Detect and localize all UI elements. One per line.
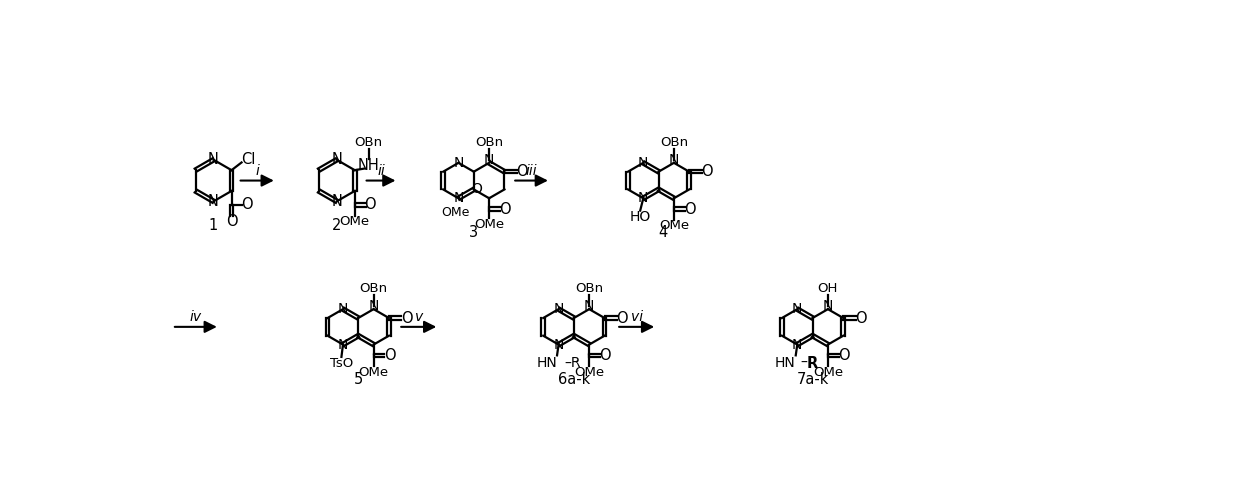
Text: O: O xyxy=(384,348,396,363)
Text: O: O xyxy=(516,164,528,179)
Text: O: O xyxy=(684,202,696,217)
Text: N: N xyxy=(208,152,219,167)
Text: 7a-k: 7a-k xyxy=(796,372,828,387)
Text: N: N xyxy=(337,337,348,352)
Text: OBn: OBn xyxy=(355,136,383,149)
Text: O: O xyxy=(701,164,713,179)
Text: N: N xyxy=(368,299,378,313)
Text: 4: 4 xyxy=(658,226,668,240)
Text: OH: OH xyxy=(817,282,838,295)
Text: OMe: OMe xyxy=(658,219,689,232)
Text: O: O xyxy=(838,348,849,363)
Text: N: N xyxy=(639,191,649,205)
Text: OBn: OBn xyxy=(475,136,503,149)
Text: TsO: TsO xyxy=(330,358,353,370)
Text: N: N xyxy=(822,299,833,313)
Text: 5: 5 xyxy=(353,372,363,387)
Text: OMe: OMe xyxy=(358,366,388,379)
Text: OMe: OMe xyxy=(813,366,843,379)
Text: N: N xyxy=(208,194,219,209)
Text: N: N xyxy=(484,153,495,167)
Text: HN: HN xyxy=(536,356,557,370)
Text: O: O xyxy=(401,311,413,326)
Text: HO: HO xyxy=(630,210,651,224)
Text: O: O xyxy=(471,183,482,196)
Text: 3: 3 xyxy=(469,226,479,240)
Text: N: N xyxy=(792,302,802,316)
Text: OBn: OBn xyxy=(575,282,604,295)
Text: O: O xyxy=(856,311,867,326)
Text: N: N xyxy=(639,156,649,170)
Text: O: O xyxy=(498,202,511,217)
Text: O: O xyxy=(365,197,376,212)
Text: Cl: Cl xyxy=(242,152,255,167)
Text: N: N xyxy=(454,191,464,205)
Text: OBn: OBn xyxy=(360,282,388,295)
Text: OMe: OMe xyxy=(340,215,370,228)
Text: N: N xyxy=(337,302,348,316)
Text: –R: –R xyxy=(564,356,582,370)
Text: iv: iv xyxy=(190,310,202,324)
Text: iii: iii xyxy=(526,163,537,177)
Text: N: N xyxy=(668,153,680,167)
Text: N: N xyxy=(454,156,464,170)
Text: NH: NH xyxy=(357,158,379,173)
Text: 2: 2 xyxy=(332,217,341,233)
Text: O: O xyxy=(241,197,253,212)
Text: N: N xyxy=(331,152,342,167)
Text: v: v xyxy=(414,310,423,324)
Text: OBn: OBn xyxy=(660,136,688,149)
Text: N: N xyxy=(584,299,594,313)
Text: 1: 1 xyxy=(208,217,218,233)
Text: O: O xyxy=(600,348,611,363)
Text: OMe: OMe xyxy=(474,218,505,231)
Text: vi: vi xyxy=(631,310,642,324)
Text: N: N xyxy=(553,337,564,352)
Text: OMe: OMe xyxy=(441,206,470,218)
Text: ii: ii xyxy=(377,163,384,177)
Text: 6a-k: 6a-k xyxy=(558,372,590,387)
Text: HN: HN xyxy=(775,356,796,370)
Text: N: N xyxy=(331,194,342,209)
Text: i: i xyxy=(255,163,259,177)
Text: N: N xyxy=(792,337,802,352)
Text: O: O xyxy=(226,214,237,229)
Text: R: R xyxy=(806,356,817,370)
Text: N: N xyxy=(553,302,564,316)
Text: O: O xyxy=(616,311,629,326)
Text: OMe: OMe xyxy=(574,366,604,379)
Text: –: – xyxy=(800,356,807,370)
